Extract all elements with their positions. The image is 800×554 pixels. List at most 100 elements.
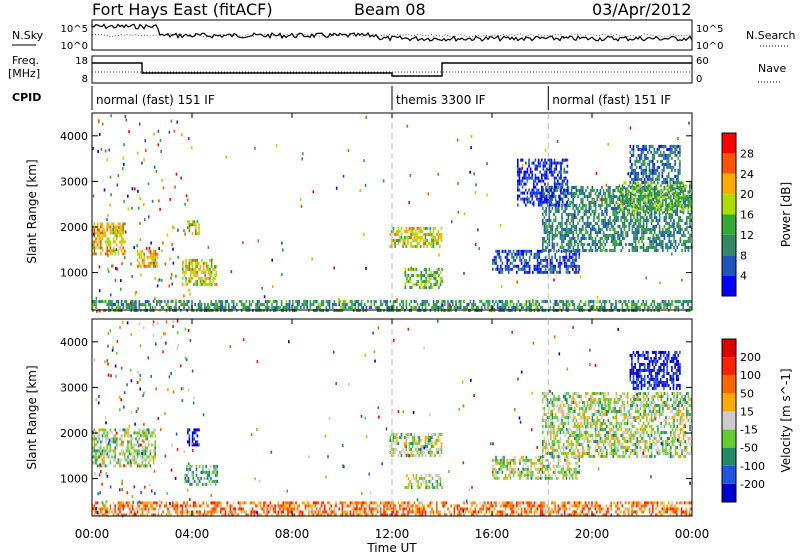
data-cell-velocity: [556, 440, 558, 443]
data-cell-velocity: [564, 458, 566, 462]
data-cell-velocity: [565, 458, 568, 462]
data-cell-power: [646, 246, 648, 249]
data-cell-velocity: [413, 454, 416, 457]
data-cell-power: [523, 170, 525, 174]
data-cell-power: [165, 309, 168, 313]
data-cell-power: [660, 246, 662, 249]
data-cell-velocity: [543, 437, 546, 440]
data-cell-power: [100, 252, 102, 256]
data-cell-power: [424, 242, 427, 245]
data-cell-power: [271, 303, 273, 306]
data-cell-velocity: [564, 416, 566, 419]
data-cell-power: [394, 242, 396, 245]
data-cell-velocity: [148, 461, 150, 465]
data-cell-power: [120, 237, 123, 241]
data-cell-velocity: [570, 431, 573, 434]
data-cell-velocity: [546, 446, 549, 449]
data-cell-power: [642, 201, 645, 204]
data-cell-velocity: [395, 439, 398, 442]
data-cell-power: [455, 303, 457, 306]
data-cell-power: [639, 246, 642, 249]
data-cell-power: [190, 276, 192, 280]
data-cell-velocity: [92, 446, 94, 450]
data-cell-power: [666, 306, 668, 309]
data-cell-velocity: [550, 437, 552, 440]
data-cell-velocity: [98, 431, 100, 435]
data-cell-power: [668, 184, 670, 188]
data-cell-power: [468, 303, 470, 306]
data-cell-power: [386, 303, 388, 306]
data-cell-velocity: [578, 425, 581, 428]
data-cell-power: [689, 225, 691, 228]
data-cell-velocity: [425, 474, 427, 477]
data-cell-power: [649, 211, 651, 215]
data-cell-power: [650, 150, 652, 154]
data-cell-velocity: [408, 445, 411, 448]
data-cell-velocity: [549, 461, 552, 465]
data-cell-power: [498, 252, 500, 256]
data-cell-power: [580, 231, 582, 234]
data-cell-power: [332, 306, 334, 309]
data-cell-velocity: [112, 434, 115, 438]
data-cell-power: [122, 231, 124, 235]
data-cell-power: [493, 255, 496, 259]
data-cell-power: [474, 242, 477, 246]
data-cell-velocity: [395, 433, 398, 436]
data-cell-power: [682, 187, 685, 191]
data-cell-velocity: [520, 455, 523, 459]
data-cell-power: [684, 300, 686, 303]
data-cell-velocity: [567, 428, 570, 431]
data-cell-power: [684, 228, 686, 231]
data-cell-power: [623, 213, 626, 216]
data-cell-power: [553, 213, 555, 216]
data-cell-power: [314, 300, 316, 303]
data-cell-power: [668, 234, 670, 237]
data-cell-power: [153, 264, 155, 268]
data-cell-power: [570, 219, 573, 222]
data-cell-power: [650, 216, 653, 219]
data-cell-power: [656, 303, 659, 306]
data-cell-power: [198, 267, 200, 271]
data-cell-power: [612, 192, 614, 195]
data-cell-velocity: [545, 413, 547, 416]
data-cell-power: [549, 264, 552, 268]
data-cell-power: [634, 249, 637, 252]
data-cell-power: [576, 306, 579, 309]
data-cell-power: [626, 219, 629, 222]
data-cell-velocity: [565, 473, 568, 477]
data-cell-velocity: [198, 476, 201, 480]
data-cell-power: [654, 186, 656, 189]
data-cell-velocity: [585, 407, 587, 410]
data-cell-velocity: [391, 454, 393, 457]
data-cell-velocity: [205, 464, 207, 468]
data-cell-power: [93, 246, 96, 250]
data-cell-power: [511, 261, 513, 265]
data-cell-power: [567, 228, 570, 231]
data-cell-power: [399, 303, 401, 306]
data-cell-power: [177, 228, 179, 232]
data-cell-power: [680, 303, 683, 306]
data-cell-power: [666, 192, 669, 195]
data-cell-power: [546, 264, 548, 268]
data-cell-power: [183, 273, 186, 277]
data-cell-velocity: [541, 467, 544, 471]
data-cell-velocity: [114, 458, 116, 462]
data-cell-velocity: [141, 464, 144, 468]
data-cell-power: [547, 197, 549, 201]
data-cell-velocity: [543, 464, 545, 468]
data-cell-power: [617, 231, 619, 234]
data-cell-velocity: [577, 440, 579, 443]
data-cell-velocity: [434, 486, 437, 489]
data-cell-power: [544, 161, 546, 165]
data-cell-power: [664, 303, 667, 306]
data-cell-power: [224, 306, 227, 309]
data-cell-power: [488, 300, 491, 303]
data-cell-power: [678, 216, 680, 219]
data-cell-power: [397, 239, 400, 242]
data-cell-power: [410, 233, 412, 236]
data-cell-power: [296, 300, 299, 303]
data-cell-power: [508, 249, 510, 253]
data-cell-power: [421, 306, 424, 309]
data-cell-power: [437, 230, 440, 233]
data-cell-power: [436, 268, 439, 271]
